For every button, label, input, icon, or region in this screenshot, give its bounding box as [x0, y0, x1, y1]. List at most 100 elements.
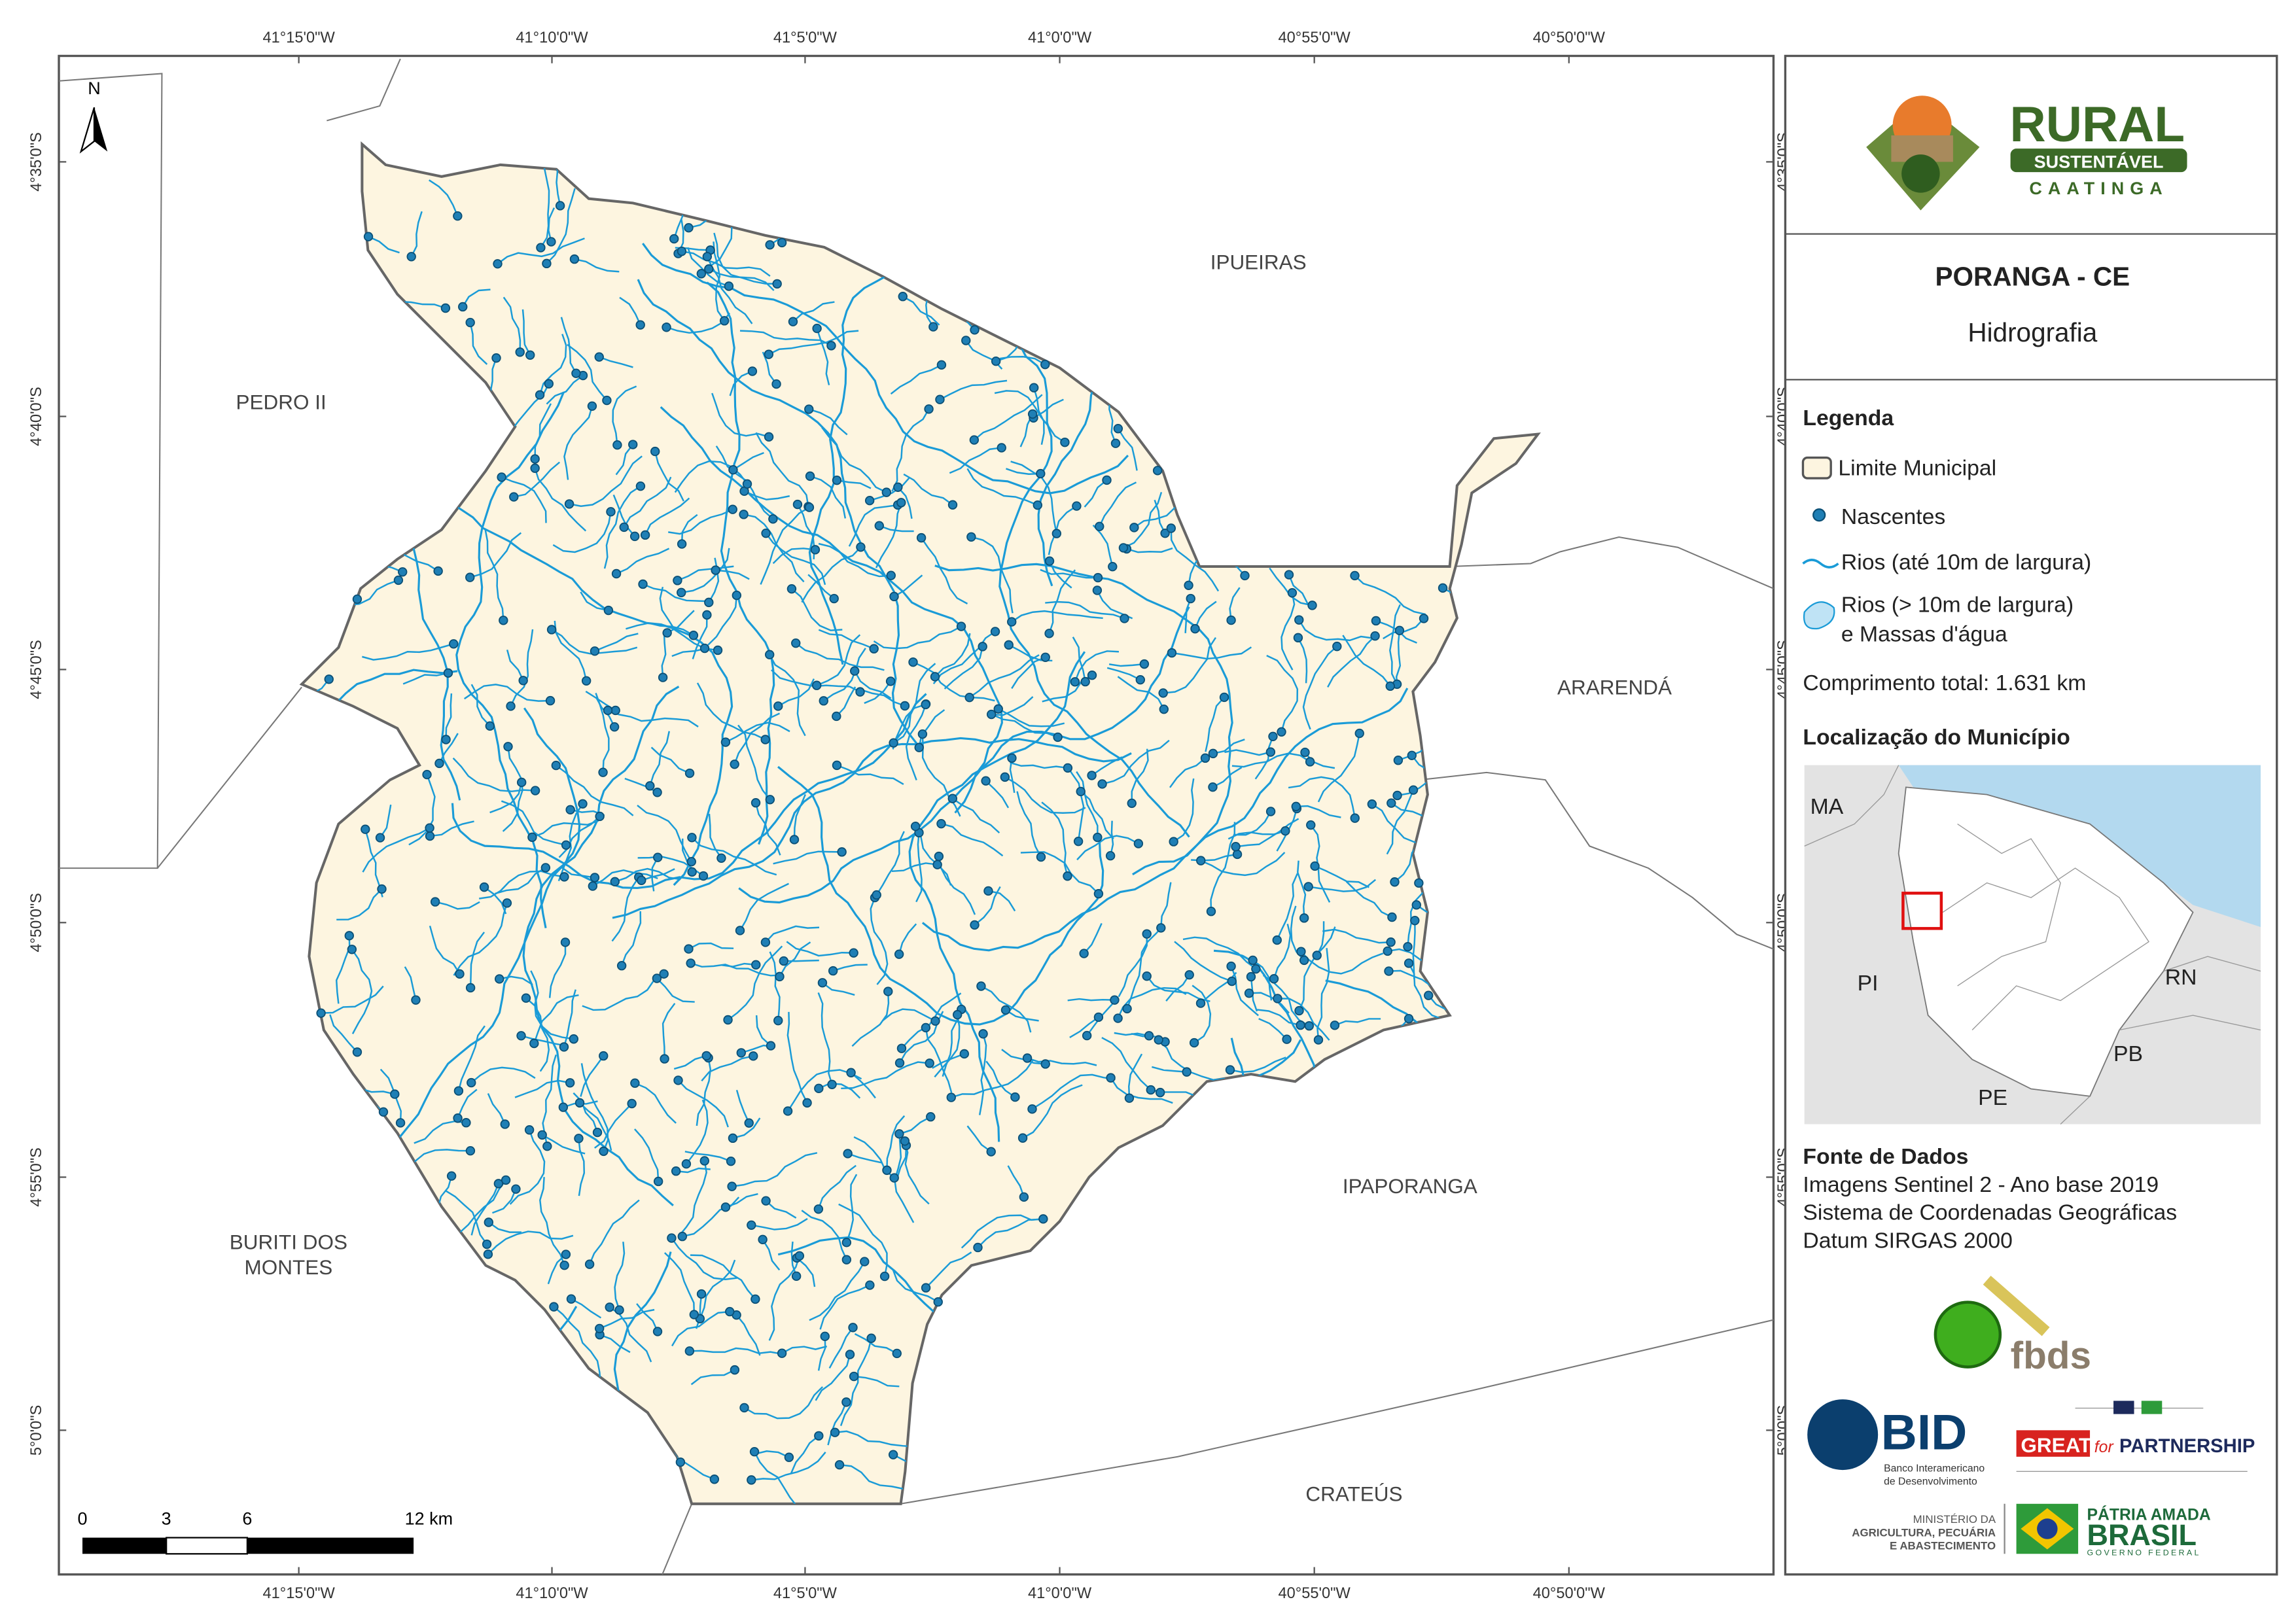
river — [853, 1375, 900, 1387]
arrow-half — [79, 107, 96, 154]
river — [595, 693, 610, 773]
river — [966, 1125, 992, 1153]
spring — [728, 504, 737, 514]
spring — [455, 969, 465, 979]
spring — [559, 1260, 569, 1270]
river — [977, 1218, 1040, 1248]
river — [823, 648, 866, 702]
river — [737, 724, 771, 801]
river — [1298, 619, 1373, 642]
spring — [673, 1075, 683, 1085]
river — [786, 1011, 808, 1104]
river — [828, 1327, 854, 1369]
spring — [375, 833, 385, 843]
spring — [537, 1130, 547, 1140]
spring — [1332, 641, 1342, 652]
river — [681, 250, 771, 277]
river — [1027, 1057, 1097, 1066]
spring — [830, 1427, 840, 1437]
spring — [595, 811, 605, 822]
river — [1276, 873, 1298, 941]
spring — [525, 350, 535, 360]
spring — [777, 237, 787, 248]
spring — [502, 898, 512, 908]
river — [768, 1255, 801, 1341]
spring — [969, 435, 980, 445]
spring — [1293, 633, 1303, 643]
river — [654, 451, 684, 502]
spring — [990, 627, 1000, 637]
river — [329, 1014, 358, 1053]
spring — [921, 1283, 931, 1293]
spring — [947, 794, 957, 803]
river — [540, 167, 550, 249]
spring — [662, 323, 671, 332]
spring — [1159, 704, 1169, 714]
river — [715, 569, 750, 580]
spring — [1277, 727, 1286, 737]
spring — [1044, 629, 1054, 638]
river — [503, 296, 521, 353]
river — [1252, 959, 1273, 1001]
border — [2163, 956, 2261, 972]
river — [1389, 604, 1401, 685]
river — [1146, 975, 1210, 1002]
river — [848, 504, 898, 547]
spring — [970, 325, 980, 335]
river — [1184, 598, 1192, 633]
river — [949, 447, 1002, 474]
spring — [832, 475, 842, 485]
spring — [921, 1022, 931, 1033]
spring — [894, 1058, 905, 1068]
spring — [497, 472, 506, 482]
river — [1302, 646, 1338, 730]
river — [1117, 676, 1165, 710]
spring — [775, 971, 785, 982]
longitude-label: 40°55'0"W — [1279, 29, 1351, 46]
river — [841, 1061, 930, 1090]
spring — [893, 482, 903, 492]
river — [765, 1200, 797, 1219]
legend-title: Legenda — [1803, 406, 1894, 430]
river — [684, 1151, 732, 1162]
river — [429, 820, 474, 837]
river — [452, 757, 536, 792]
river — [1257, 1009, 1301, 1026]
river — [592, 869, 658, 887]
spring — [1184, 969, 1194, 980]
river — [939, 379, 1008, 400]
river — [921, 688, 1409, 952]
neighbor-name: CRATEÚS — [1305, 1482, 1402, 1505]
spring — [834, 1460, 845, 1470]
spring — [361, 824, 370, 834]
river — [690, 1254, 756, 1300]
river — [1091, 756, 1123, 777]
river — [1102, 739, 1170, 785]
spring — [773, 701, 783, 711]
river — [1040, 568, 1099, 579]
spring — [1154, 1035, 1163, 1045]
spring — [751, 1294, 760, 1304]
river — [594, 1103, 633, 1149]
river — [559, 1306, 578, 1331]
spring — [671, 1166, 681, 1176]
spring — [739, 1403, 749, 1413]
logo-text: de Desenvolvimento — [1884, 1476, 1977, 1488]
spring — [761, 1196, 771, 1206]
spring — [736, 1048, 746, 1058]
spring — [363, 232, 374, 241]
longitude-label: 41°10'0"W — [516, 29, 588, 46]
river — [998, 343, 1190, 838]
location-title: Localização do Município — [1803, 725, 2070, 750]
spring — [630, 1078, 640, 1088]
spring — [652, 788, 662, 797]
spring — [1404, 1014, 1414, 1024]
river — [451, 693, 927, 890]
river — [738, 606, 1190, 904]
spring — [894, 1129, 904, 1139]
river — [634, 1128, 660, 1182]
logo-box — [2016, 1430, 2091, 1457]
river — [1048, 505, 1078, 555]
spring — [546, 625, 557, 635]
river — [603, 485, 641, 569]
